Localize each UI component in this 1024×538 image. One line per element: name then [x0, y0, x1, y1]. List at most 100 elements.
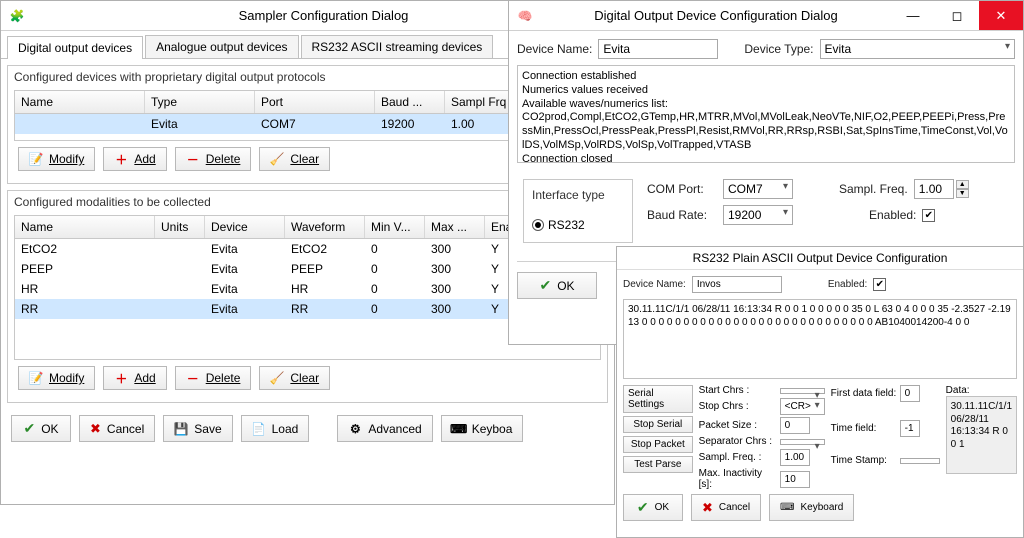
cell-name: PEEP [15, 259, 155, 279]
modify-button-2[interactable]: 📝Modify [18, 366, 95, 390]
save-button[interactable]: 💾Save [163, 415, 232, 442]
ascii-keyboard-button[interactable]: ⌨Keyboard [769, 494, 854, 521]
firstfield-label: First data field: [831, 388, 897, 399]
startchrs-select[interactable] [780, 388, 825, 394]
col-port[interactable]: Port [255, 91, 375, 113]
tab-digital[interactable]: Digital output devices [7, 36, 143, 59]
modalities-group-title: Configured modalities to be collected [14, 195, 211, 209]
clear-icon: 🧹 [270, 152, 284, 166]
rs232-radio[interactable]: RS232 [532, 218, 624, 232]
keyboard-button[interactable]: ⌨Keyboa [441, 415, 524, 442]
ok-button[interactable]: ✔OK [11, 415, 71, 442]
test-parse-button[interactable]: Test Parse [623, 456, 693, 473]
cell-units [155, 299, 205, 319]
cell-device: Evita [205, 279, 285, 299]
cell-units [155, 239, 205, 259]
iface-group: Interface type RS232 [523, 179, 633, 243]
clear-button[interactable]: 🧹Clear [259, 147, 330, 171]
tab-rs232[interactable]: RS232 ASCII streaming devices [301, 35, 494, 58]
stop-serial-button[interactable]: Stop Serial [623, 416, 693, 433]
modify-icon: 📝 [29, 152, 43, 166]
packetsize-input[interactable]: 0 [780, 417, 810, 434]
timestamp-input[interactable] [900, 458, 940, 464]
stopchrs-select[interactable]: <CR> [780, 398, 825, 415]
cell-units [155, 259, 205, 279]
tab-analogue[interactable]: Analogue output devices [145, 35, 298, 58]
advanced-button[interactable]: ⚙Advanced [337, 415, 432, 442]
ascii-devname-input[interactable]: Invos [692, 276, 782, 293]
stop-packet-button[interactable]: Stop Packet [623, 436, 693, 453]
mcol-max[interactable]: Max ... [425, 216, 485, 238]
save-label: Save [194, 422, 221, 436]
bottom-buttons: ✔OK ✖Cancel 💾Save 📄Load ⚙Advanced ⌨Keybo… [1, 409, 614, 448]
minus-icon: － [186, 371, 200, 385]
maximize-button[interactable]: ◻ [935, 1, 979, 30]
clear-button-2[interactable]: 🧹Clear [259, 366, 330, 390]
devtype-label: Device Type: [744, 42, 813, 56]
sampfreq2-input[interactable]: 1.00 [780, 449, 810, 466]
load-button[interactable]: 📄Load [241, 415, 310, 442]
ascii-raw-output[interactable]: 30.11.11C/1/1 06/28/11 16:13:34 R 0 0 1 … [623, 299, 1017, 379]
cell-port: COM7 [255, 114, 375, 134]
delete-label: Delete [206, 371, 241, 385]
modify-button[interactable]: 📝Modify [18, 147, 95, 171]
col-name[interactable]: Name [15, 91, 145, 113]
keyboard-label: Keyboa [472, 422, 513, 436]
add-button[interactable]: ＋Add [103, 147, 166, 171]
timefield-input[interactable]: -1 [900, 420, 920, 437]
cell-max: 300 [425, 279, 485, 299]
plus-icon: ＋ [114, 152, 128, 166]
mcol-name[interactable]: Name [15, 216, 155, 238]
devname-input[interactable]: Evita [598, 39, 718, 59]
iface-group-title: Interface type [532, 188, 605, 202]
down-icon[interactable]: ▼ [956, 189, 969, 198]
delete-label: Delete [206, 152, 241, 166]
delete-button[interactable]: －Delete [175, 147, 252, 171]
cell-baud: 19200 [375, 114, 445, 134]
enabled-checkbox[interactable]: ✔ [922, 209, 935, 222]
cell-device: Evita [205, 239, 285, 259]
ascii-ok-button[interactable]: ✔OK [623, 494, 683, 521]
minimize-button[interactable]: — [891, 1, 935, 30]
col-baud[interactable]: Baud ... [375, 91, 445, 113]
comport-select[interactable]: COM7 [723, 179, 793, 199]
serial-settings-button[interactable]: Serial Settings [623, 385, 693, 413]
cell-name [15, 114, 145, 134]
cell-name: EtCO2 [15, 239, 155, 259]
cell-device: Evita [205, 259, 285, 279]
close-button[interactable]: ✕ [979, 1, 1023, 30]
add-button-2[interactable]: ＋Add [103, 366, 166, 390]
baud-select[interactable]: 19200 [723, 205, 793, 225]
data-list[interactable]: 30.11.11C/1/1 06/28/11 16:13:34 R 0 0 1 [946, 396, 1017, 474]
startchrs-label: Start Chrs : [699, 385, 777, 396]
delete-button-2[interactable]: － Delete [175, 366, 252, 390]
cell-wave: EtCO2 [285, 239, 365, 259]
ascii-enabled-checkbox[interactable]: ✔ [873, 278, 886, 291]
firstfield-input[interactable]: 0 [900, 385, 920, 402]
devtype-select[interactable]: Evita [820, 39, 1015, 59]
col-type[interactable]: Type [145, 91, 255, 113]
digital-ok-button[interactable]: ✔OK [517, 272, 597, 299]
sepchrs-label: Separator Chrs : [699, 436, 777, 447]
sampfreq2-label: Sampl. Freq. : [699, 452, 777, 463]
sepchrs-select[interactable] [780, 439, 825, 445]
cancel-button[interactable]: ✖Cancel [79, 415, 155, 442]
mcol-wave[interactable]: Waveform [285, 216, 365, 238]
timefield-label: Time field: [831, 423, 897, 434]
ok-label: OK [655, 502, 669, 513]
mcol-device[interactable]: Device [205, 216, 285, 238]
up-icon[interactable]: ▲ [956, 180, 969, 189]
mcol-units[interactable]: Units [155, 216, 205, 238]
comport-label: COM Port: [647, 182, 717, 196]
maxinact-input[interactable]: 10 [780, 471, 810, 488]
ok-label: OK [557, 279, 574, 293]
ascii-btn-col: Serial Settings Stop Serial Stop Packet … [623, 385, 693, 490]
digital-titlebar[interactable]: 🧠 Digital Output Device Configuration Di… [509, 1, 1023, 31]
ascii-cancel-button[interactable]: ✖Cancel [691, 494, 761, 521]
cancel-label: Cancel [107, 422, 144, 436]
mcol-min[interactable]: Min V... [365, 216, 425, 238]
add-label: Add [134, 371, 155, 385]
devname-label: Device Name: [517, 42, 592, 56]
sampfreq-input[interactable]: 1.00▲▼ [914, 179, 969, 199]
log-output[interactable]: Connection established Numerics values r… [517, 65, 1015, 163]
